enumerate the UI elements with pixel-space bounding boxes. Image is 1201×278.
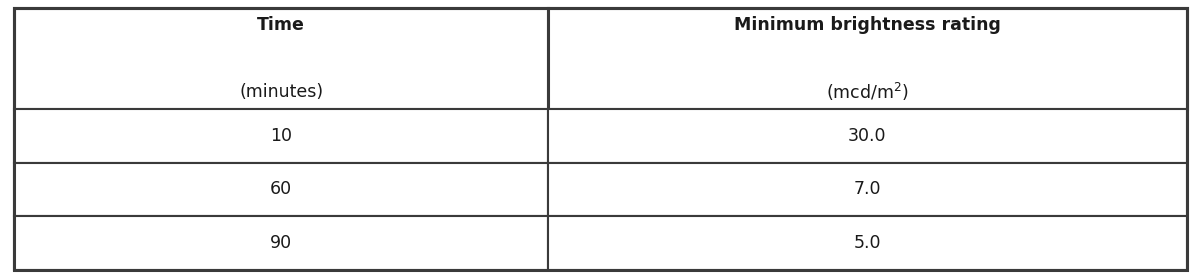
Text: 60: 60	[270, 180, 292, 198]
Bar	[14, 8, 548, 109]
Text: 30.0: 30.0	[848, 127, 886, 145]
Text: (minutes): (minutes)	[239, 83, 323, 101]
Text: 10: 10	[270, 127, 292, 145]
Text: Time: Time	[257, 16, 305, 34]
Text: 90: 90	[270, 234, 292, 252]
Text: 5.0: 5.0	[854, 234, 880, 252]
Text: Minimum brightness rating: Minimum brightness rating	[734, 16, 1000, 34]
Text: 7.0: 7.0	[854, 180, 880, 198]
Bar	[14, 216, 548, 270]
Text: (mcd/m$^2$): (mcd/m$^2$)	[826, 81, 908, 103]
Bar	[14, 163, 548, 216]
Bar	[548, 109, 1187, 163]
Bar	[14, 109, 548, 163]
Bar	[548, 8, 1187, 109]
Bar	[548, 216, 1187, 270]
Bar	[548, 163, 1187, 216]
